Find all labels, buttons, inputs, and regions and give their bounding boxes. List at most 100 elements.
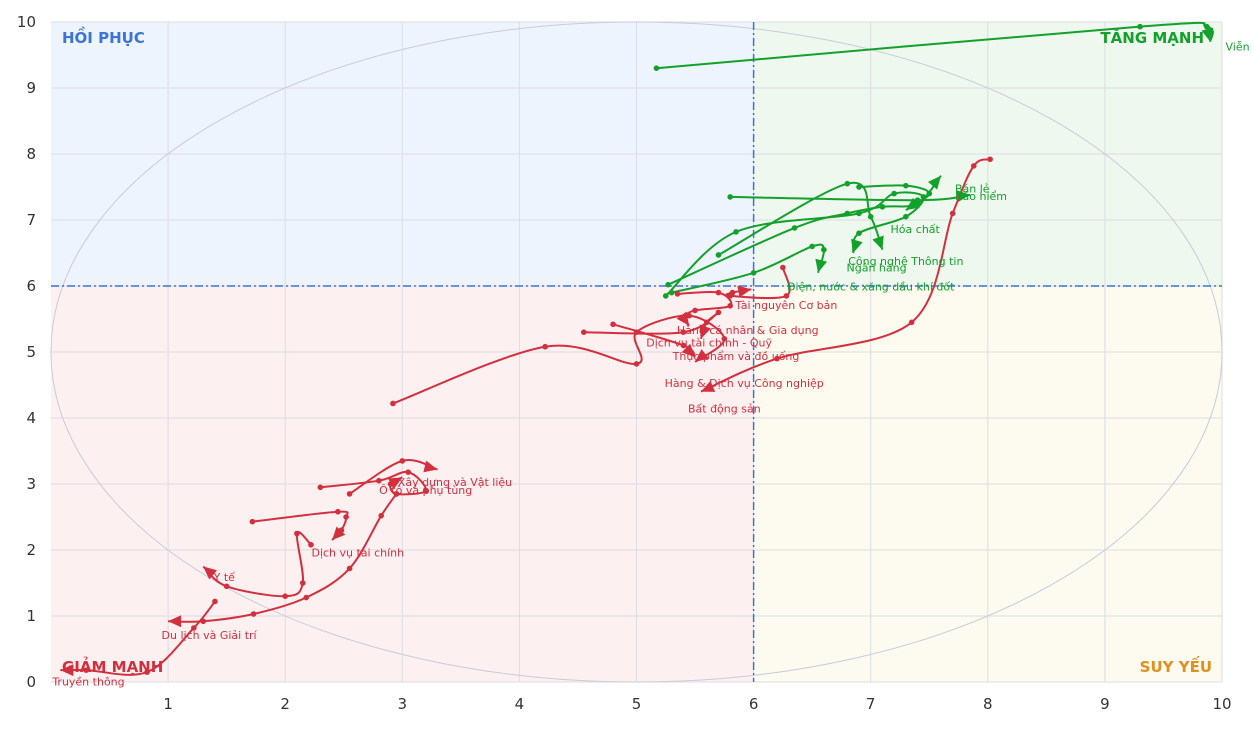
series-point	[809, 243, 815, 250]
series-point	[343, 514, 349, 520]
series-label: Thực phẩm và đồ uống	[672, 350, 800, 363]
series-point	[405, 469, 411, 475]
x-tick-label: 4	[515, 695, 525, 713]
series-point	[879, 204, 886, 210]
series-point	[780, 264, 786, 271]
series-point	[686, 312, 692, 319]
series-label: Dịch vụ tài chính - Quỹ	[646, 337, 772, 350]
series-point	[303, 594, 310, 601]
series-point	[399, 458, 406, 464]
y-tick-label: 3	[26, 475, 36, 493]
series-point	[970, 163, 977, 169]
y-tick-label: 5	[26, 343, 36, 361]
y-tick-label: 7	[26, 211, 36, 229]
series-10	[610, 321, 696, 358]
series-point	[1137, 23, 1143, 30]
series-arrowhead	[851, 238, 863, 253]
series-arrowhead	[60, 664, 74, 677]
series-point	[949, 210, 956, 217]
series-point	[844, 180, 851, 187]
series-point	[856, 210, 862, 217]
series-18	[60, 598, 218, 677]
series-16	[202, 530, 314, 599]
series-point	[422, 487, 429, 494]
series-15	[249, 508, 349, 541]
series-point	[144, 669, 150, 675]
series-point	[633, 361, 640, 367]
series-arrowhead	[737, 285, 752, 298]
series-label: Bán lẻ	[955, 182, 990, 195]
series-arrowhead	[699, 324, 711, 339]
series-point	[83, 667, 89, 673]
series-point	[212, 598, 218, 605]
series-point	[674, 291, 681, 297]
series-label: Dịch vụ tài chính	[311, 547, 404, 560]
series-point	[727, 303, 733, 309]
y-tick-label: 8	[26, 145, 36, 163]
series	[60, 21, 1214, 677]
series-point	[346, 565, 353, 572]
x-tick-label: 9	[1100, 695, 1110, 713]
quadrant-label-top-right: TĂNG MẠNH	[1100, 28, 1204, 47]
series-point	[908, 319, 915, 326]
series-arrowhead	[905, 197, 920, 211]
series-point	[733, 229, 739, 235]
series-point	[914, 200, 921, 207]
series-point	[299, 580, 306, 586]
x-tick-label: 5	[632, 695, 642, 713]
x-tick-label: 8	[983, 695, 993, 713]
quadrant-label-bottom-right: SUY YẾU	[1140, 655, 1212, 676]
x-tick-label: 10	[1212, 695, 1231, 713]
y-tick-label: 0	[26, 673, 36, 691]
x-tick-label: 1	[163, 695, 173, 713]
series-arrowhead	[423, 460, 438, 473]
series-point	[692, 307, 698, 314]
series-point	[715, 289, 722, 296]
series-point	[715, 309, 722, 316]
series-point	[376, 477, 382, 484]
series-point	[750, 270, 757, 276]
series-point	[610, 321, 616, 328]
series-arrowhead	[695, 349, 709, 362]
series-13	[346, 458, 438, 497]
series-point	[542, 343, 548, 350]
series-point	[250, 611, 257, 617]
series-point	[633, 329, 640, 336]
series-point	[680, 329, 687, 336]
series-label: Hóa chất	[891, 223, 941, 236]
series-label: Hàng cá nhân & Gia dụng	[677, 324, 819, 337]
series-point	[680, 342, 687, 349]
series-arrowhead	[332, 526, 346, 541]
series-point	[821, 246, 827, 253]
grid	[51, 21, 1223, 683]
series-point	[903, 213, 909, 220]
series-4	[662, 190, 927, 299]
series-point	[581, 329, 587, 336]
series-7	[725, 264, 791, 300]
series-point	[856, 184, 862, 190]
series-label: Ngân hàng	[847, 261, 907, 274]
series-arrowhead	[815, 258, 828, 273]
series-point	[1203, 23, 1210, 30]
guide-ellipse	[50, 21, 1223, 683]
series-point	[903, 182, 909, 189]
series-17	[168, 491, 400, 628]
quadrant-label-bottom-left: GIẢM MẠNH	[62, 655, 163, 676]
series-point	[308, 541, 314, 548]
y-tick-label: 10	[17, 13, 36, 31]
series-arrowhead	[203, 566, 218, 580]
series-6	[668, 243, 828, 296]
series-label: Du lịch và Giải trí	[162, 629, 258, 642]
y-tick-label: 2	[26, 541, 36, 559]
series-point	[783, 293, 790, 299]
series-5	[715, 180, 884, 258]
series-point	[653, 65, 660, 71]
series-line	[717, 181, 884, 256]
reference-lines	[51, 22, 1222, 682]
series-label: Tài nguyên Cơ bản	[734, 299, 837, 312]
series-point	[378, 512, 385, 519]
series-label: Hàng & Dịch vụ Công nghiệp	[665, 377, 824, 390]
x-tick-label: 3	[398, 695, 408, 713]
series-point	[294, 530, 300, 537]
